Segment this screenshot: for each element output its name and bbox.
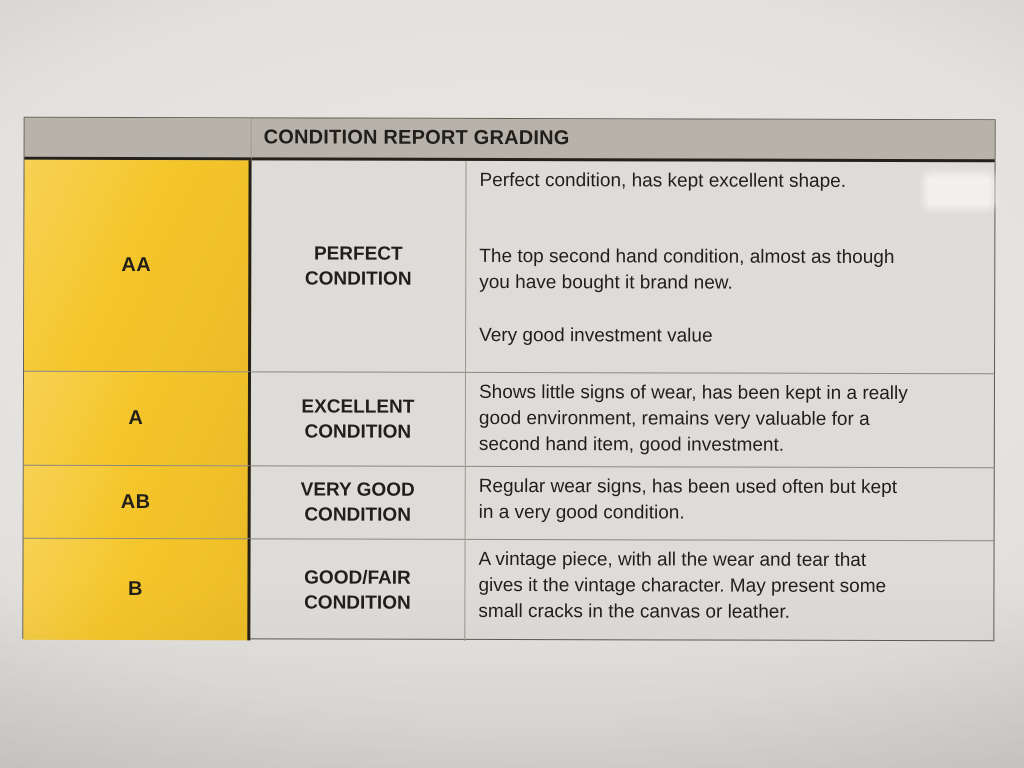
description-cell-b: A vintage piece, with all the wear and t… [465, 538, 994, 643]
condition-name-b: GOOD/FAIR CONDITION [250, 538, 466, 641]
condition-name-ab: VERY GOOD CONDITION [250, 465, 466, 539]
description-paragraph: Shows little signs of wear, has been kep… [478, 381, 908, 456]
description-paragraph: Very good investment value [479, 324, 713, 347]
condition-name-a: EXCELLENT CONDITION [250, 371, 467, 466]
description-cell-a: Shows little signs of wear, has been kep… [465, 371, 995, 468]
condition-grading-table: CONDITION REPORT GRADING AA PERFECT COND… [22, 116, 996, 643]
grade-cell-a: A [23, 370, 252, 466]
grade-cell-ab: AB [23, 464, 251, 539]
condition-name-aa: PERFECT CONDITION [251, 160, 467, 372]
description-paragraph: The top second hand condition, almost as… [479, 245, 895, 294]
description-paragraph: A vintage piece, with all the wear and t… [478, 548, 887, 623]
description-paragraph: Perfect condition, has kept excellent sh… [479, 169, 847, 192]
description-cell-aa: Perfect condition, has kept excellent sh… [466, 161, 995, 373]
grade-cell-aa: AA [24, 159, 252, 372]
header-blank-cell [24, 117, 252, 161]
grade-cell-b: B [23, 537, 251, 641]
description-cell-ab: Regular wear signs, has been used often … [465, 465, 994, 541]
table-header-title: CONDITION REPORT GRADING [251, 118, 995, 163]
description-paragraph: Regular wear signs, has been used often … [478, 475, 898, 524]
